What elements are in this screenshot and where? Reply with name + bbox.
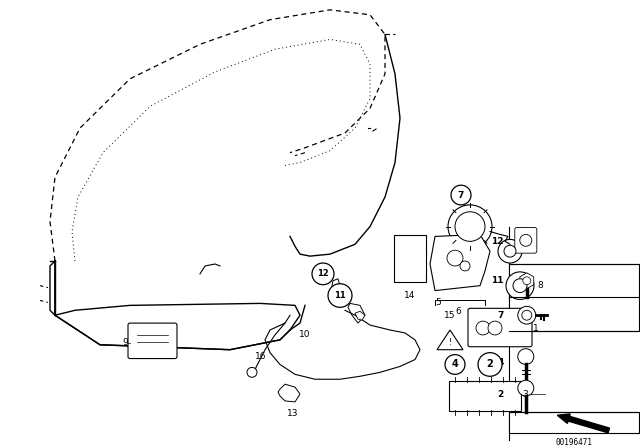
Polygon shape xyxy=(355,311,365,320)
Circle shape xyxy=(523,277,531,284)
Circle shape xyxy=(476,321,490,335)
Circle shape xyxy=(447,250,463,266)
FancyBboxPatch shape xyxy=(449,381,521,411)
Polygon shape xyxy=(278,384,300,402)
Circle shape xyxy=(478,353,502,376)
Circle shape xyxy=(328,284,352,307)
Text: 00196471: 00196471 xyxy=(556,438,592,448)
Circle shape xyxy=(445,355,465,375)
FancyBboxPatch shape xyxy=(509,264,639,331)
Polygon shape xyxy=(348,303,365,323)
FancyArrow shape xyxy=(557,414,609,433)
Circle shape xyxy=(506,272,534,299)
Text: 1: 1 xyxy=(533,323,539,332)
Circle shape xyxy=(504,246,516,257)
Text: 2: 2 xyxy=(486,359,493,370)
Text: 7: 7 xyxy=(458,190,464,199)
Text: 11: 11 xyxy=(492,276,504,285)
FancyBboxPatch shape xyxy=(515,228,537,253)
Circle shape xyxy=(451,185,471,205)
Text: !: ! xyxy=(449,338,452,347)
Circle shape xyxy=(312,263,334,284)
Polygon shape xyxy=(520,273,534,289)
Circle shape xyxy=(518,349,534,365)
FancyBboxPatch shape xyxy=(468,308,532,347)
Text: 12: 12 xyxy=(492,237,504,246)
Circle shape xyxy=(513,279,527,293)
Circle shape xyxy=(518,306,536,324)
Circle shape xyxy=(448,205,492,248)
Text: 3: 3 xyxy=(522,389,528,399)
Text: 6: 6 xyxy=(455,307,461,316)
Circle shape xyxy=(460,261,470,271)
Polygon shape xyxy=(437,330,463,350)
FancyBboxPatch shape xyxy=(128,323,177,358)
FancyBboxPatch shape xyxy=(509,412,639,433)
Text: 15: 15 xyxy=(444,311,456,320)
Text: 7: 7 xyxy=(497,311,504,320)
Text: 2: 2 xyxy=(497,389,504,399)
Text: 4: 4 xyxy=(452,359,458,370)
Text: 11: 11 xyxy=(334,291,346,300)
Text: 12: 12 xyxy=(317,269,329,278)
Text: 14: 14 xyxy=(404,291,416,300)
Text: 10: 10 xyxy=(298,331,310,340)
Polygon shape xyxy=(430,234,490,291)
Circle shape xyxy=(520,234,532,246)
Text: 5: 5 xyxy=(435,298,441,307)
Circle shape xyxy=(522,310,532,320)
FancyBboxPatch shape xyxy=(394,236,426,282)
Text: 9: 9 xyxy=(122,338,128,347)
Circle shape xyxy=(488,321,502,335)
Circle shape xyxy=(455,212,485,241)
Circle shape xyxy=(518,380,534,396)
Text: 16: 16 xyxy=(255,352,266,361)
Text: 8: 8 xyxy=(537,281,543,290)
Polygon shape xyxy=(332,279,340,293)
Text: 4: 4 xyxy=(497,358,504,367)
Circle shape xyxy=(498,239,522,263)
Circle shape xyxy=(247,367,257,377)
Text: 13: 13 xyxy=(287,409,299,418)
